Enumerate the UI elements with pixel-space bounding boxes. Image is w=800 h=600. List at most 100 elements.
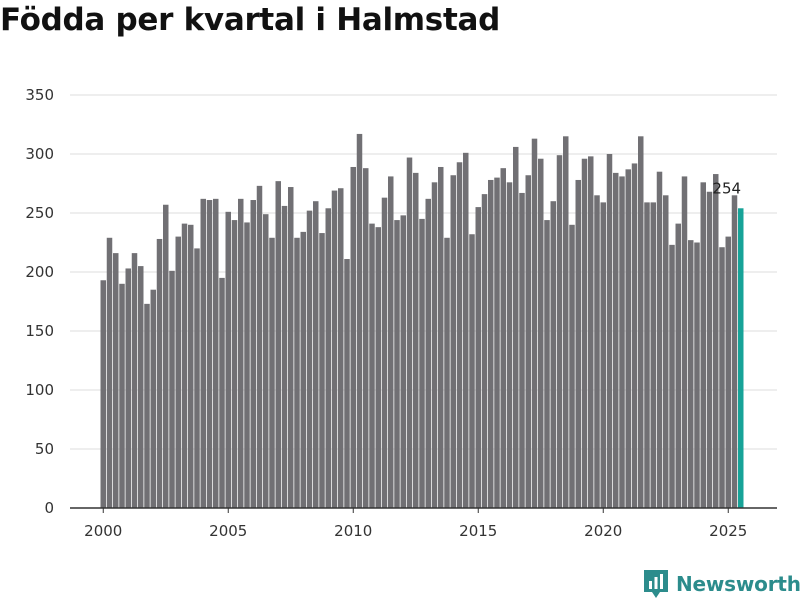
x-tick-label: 2020 [584,522,622,540]
bar [625,169,631,508]
bar [644,202,650,508]
y-tick-label: 350 [25,86,54,104]
bar [125,268,131,508]
x-tick-label: 2000 [84,522,122,540]
bar [306,210,313,508]
highlight-bar [738,208,744,508]
bar [169,270,175,508]
bar [231,220,238,508]
y-tick-label: 200 [25,263,54,281]
y-tick-label: 250 [25,204,54,222]
bar [238,198,244,508]
bar [250,200,256,508]
bar [400,215,406,509]
bar [313,201,319,508]
bar [513,146,519,509]
bar [194,248,200,508]
bar [425,198,431,508]
bar [475,207,481,508]
x-tick-label: 2015 [459,522,497,540]
bar [156,238,163,508]
bar [113,253,119,508]
x-axis [70,507,777,513]
bar [494,177,500,508]
bar [538,158,544,508]
bar [419,218,425,508]
bar [331,190,338,508]
x-tick-label: 2005 [209,522,247,540]
chart-title: Födda per kvartal i Halmstad [0,2,500,38]
bar [438,166,444,509]
y-tick-label: 100 [25,381,54,399]
y-tick-label: 0 [44,499,54,517]
bar [219,277,225,508]
bar [706,191,713,508]
y-tick-label: 50 [35,440,54,458]
bar [456,162,463,508]
bar [269,237,275,508]
bar [469,234,475,509]
bar [588,156,594,509]
bar [556,155,563,508]
newsworthy-brand: Newsworthy [644,570,800,598]
bar [525,175,531,509]
bar [606,154,613,508]
bar [344,259,350,508]
bar [650,202,656,508]
bar [413,172,419,508]
bar [356,133,363,508]
bar [481,194,488,508]
bar [563,136,569,509]
bar [106,237,113,508]
bar [506,182,513,508]
bar [731,195,738,509]
bar [300,231,306,508]
bar [550,201,556,508]
bar [131,253,138,508]
bar [175,236,181,508]
bar [663,195,669,509]
bar [675,223,681,508]
bar [200,198,206,508]
bar [350,166,356,509]
bar [119,283,125,508]
highlight-value-label: 254 [712,179,741,197]
bar [181,223,188,508]
y-tick-label: 300 [25,145,54,163]
bar [381,197,388,508]
bar [581,158,588,508]
bar [450,175,456,509]
bar [288,187,294,509]
bar [594,195,600,509]
bar [138,266,144,508]
x-tick-label: 2025 [709,522,747,540]
bars [100,133,744,509]
bar [325,208,331,508]
bar [213,198,219,508]
bar [544,220,550,508]
bar [244,222,250,508]
y-tick-label: 150 [25,322,54,340]
bar [725,236,731,508]
bar [688,240,694,508]
bar [275,181,281,508]
bar [463,152,469,508]
bar [531,138,538,508]
bar [375,227,381,508]
bar [281,205,288,509]
bar [669,244,675,509]
bar [163,204,169,509]
bar [263,214,269,508]
bar [656,171,663,508]
labels: 0 50 100 150 200 250 300 350 2000 2005 2010 2015 202… [25,86,747,540]
bar [575,179,581,508]
bar [700,182,706,508]
bar [363,168,369,508]
bar [394,220,400,508]
bar [694,242,700,508]
bar [388,176,394,509]
bar [600,202,606,508]
bar [719,247,725,508]
bar [631,163,638,508]
